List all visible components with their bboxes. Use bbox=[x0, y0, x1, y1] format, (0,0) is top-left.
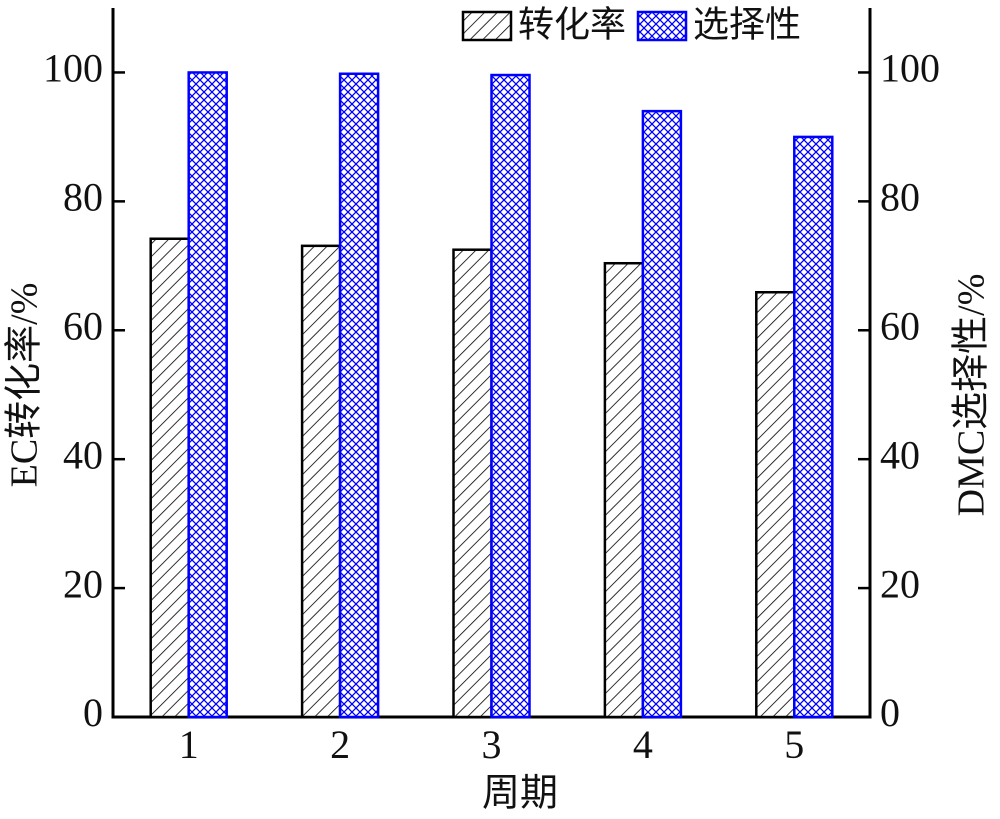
y-tick-label: 0 bbox=[83, 690, 103, 735]
x-tick-label: 4 bbox=[633, 722, 653, 767]
y2-tick-label: 40 bbox=[880, 432, 920, 477]
x-tick-label: 5 bbox=[784, 722, 804, 767]
y2-tick-label: 100 bbox=[880, 46, 940, 91]
x-tick-label: 3 bbox=[482, 722, 502, 767]
y-tick-label: 40 bbox=[63, 432, 103, 477]
bar bbox=[793, 135, 834, 719]
y-tick-label: 20 bbox=[63, 561, 103, 606]
x-tick-label: 2 bbox=[330, 722, 350, 767]
bar bbox=[149, 237, 190, 719]
bar bbox=[490, 73, 531, 719]
bar bbox=[641, 109, 683, 719]
y2-tick-label: 0 bbox=[880, 690, 900, 735]
bar bbox=[338, 72, 380, 719]
x-tick-label: 1 bbox=[179, 722, 199, 767]
x-axis-title: 周期 bbox=[482, 773, 558, 815]
bar bbox=[603, 261, 645, 719]
y-tick-label: 60 bbox=[63, 303, 103, 348]
legend-swatch bbox=[636, 10, 688, 42]
y-tick-label: 80 bbox=[63, 175, 103, 220]
y2-tick-label: 60 bbox=[880, 303, 920, 348]
bar bbox=[452, 248, 493, 719]
legend-label: 转化率 bbox=[518, 4, 626, 44]
y2-tick-label: 20 bbox=[880, 561, 920, 606]
y2-tick-label: 80 bbox=[880, 175, 920, 220]
y2-axis-title: DMC选择性/% bbox=[951, 274, 993, 517]
legend-label: 选择性 bbox=[693, 4, 801, 44]
legend-swatch bbox=[461, 10, 513, 42]
y-axis-title: EC转化率/% bbox=[4, 283, 46, 488]
bar bbox=[300, 244, 342, 719]
bar bbox=[755, 290, 796, 719]
y-tick-label: 100 bbox=[43, 46, 103, 91]
bar bbox=[187, 71, 228, 719]
